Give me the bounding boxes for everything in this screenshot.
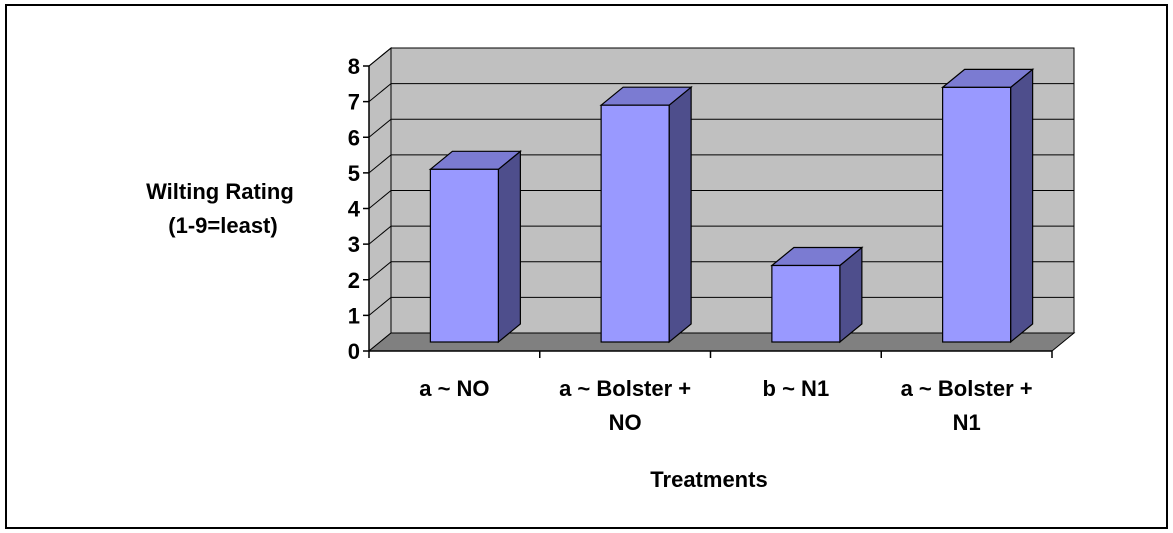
axes	[363, 65, 1053, 358]
bar-front	[942, 86, 1012, 343]
category-label: b ~ N1	[763, 376, 830, 401]
x-tick-labels: a ~ NO a ~ Bolster + NO b ~ N1 a ~ Bolster +…	[419, 376, 1032, 435]
gridline-side	[368, 261, 392, 281]
y-tick-labels: 0 1 2 3 4 5 6 7 8	[348, 54, 361, 364]
y-axis-label: Wilting Rating (1-9=least)	[146, 179, 300, 238]
bar	[770, 246, 864, 344]
bar-front	[600, 104, 670, 343]
category-label: a ~ Bolster + N1	[901, 376, 1033, 435]
category-label: a ~ NO	[419, 376, 489, 401]
y-tick-label: 5	[348, 161, 360, 186]
gridline-side	[368, 83, 392, 103]
x-axis-label: Treatments	[650, 467, 767, 492]
gridline-side	[368, 190, 392, 209]
bar	[940, 68, 1035, 344]
bar-front	[429, 168, 499, 343]
y-tick-label: 7	[348, 90, 360, 115]
y-tick-label: 2	[348, 268, 360, 293]
bar-side	[497, 150, 521, 344]
bar	[428, 150, 523, 344]
y-tick-label: 0	[348, 339, 360, 364]
y-axis-label-line-1: Wilting Rating	[146, 179, 294, 204]
gridline-side	[368, 225, 392, 245]
bars	[428, 68, 1035, 344]
gridline-side	[368, 118, 392, 138]
y-tick-label: 4	[348, 197, 361, 222]
y-tick-label: 1	[348, 303, 360, 328]
bar-front	[771, 264, 841, 343]
y-axis-label-line-2: (1-9=least)	[168, 213, 277, 238]
gridline-side	[368, 47, 392, 67]
gridline-side	[368, 154, 392, 174]
y-tick-label: 8	[348, 54, 360, 79]
bar	[599, 85, 693, 344]
category-label: a ~ Bolster + NO	[559, 376, 691, 435]
y-tick-label: 6	[348, 125, 360, 150]
bar-side	[1010, 68, 1034, 344]
gridline-side	[368, 296, 392, 316]
bar-side	[668, 85, 692, 344]
y-tick-label: 3	[348, 232, 360, 257]
